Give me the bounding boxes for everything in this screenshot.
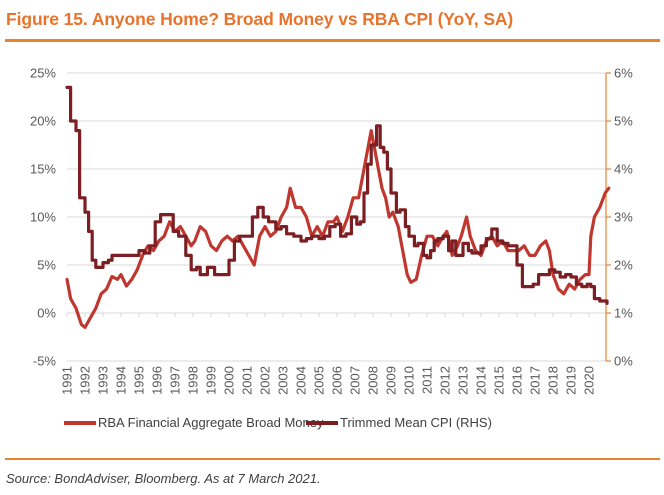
x-tick-label: 2013	[456, 366, 471, 395]
x-tick-label: 2010	[402, 366, 417, 395]
y-axis-left: -5% 0% 5% 10% 15% 20% 25%	[30, 66, 56, 369]
legend-item-cpi[interactable]: Trimmed Mean CPI (RHS)	[306, 415, 492, 430]
x-tick-label: 2018	[546, 366, 561, 395]
x-tick-label: 2003	[276, 366, 291, 395]
source-note: Source: BondAdviser, Bloomberg. As at 7 …	[6, 471, 321, 486]
line-chart: 1991 1992 1993 1994 1995 1996 1997 1998 1999 2000…	[30, 66, 633, 395]
x-tick-label: 1996	[150, 366, 165, 395]
source-divider	[5, 458, 660, 460]
x-tick-label: 2015	[492, 366, 507, 395]
x-tick-label: 2001	[240, 366, 255, 395]
y-tick-label: 20%	[30, 114, 56, 129]
x-tick-label: 2002	[258, 366, 273, 395]
x-tick-label: 2009	[384, 366, 399, 395]
y-tick-label: 25%	[30, 66, 56, 81]
x-tick-label: 2000	[222, 366, 237, 395]
x-tick-label: 1991	[60, 366, 75, 395]
series-line-broad-money	[65, 129, 611, 329]
y2-tick-label: 6%	[614, 66, 633, 81]
series-lines	[65, 85, 611, 329]
x-tick-label: 2008	[366, 366, 381, 395]
y2-tick-label: 3%	[614, 210, 633, 225]
x-tick-label: 2017	[528, 366, 543, 395]
legend-item-broad-money[interactable]: RBA Financial Aggregate Broad Money	[64, 415, 323, 430]
x-tick-label: 1994	[114, 366, 129, 395]
x-tick-label: 2014	[474, 366, 489, 395]
x-tick-label: 1998	[186, 366, 201, 395]
legend-swatch-broad-money	[64, 420, 96, 425]
y-tick-label: 5%	[37, 258, 56, 273]
y-axis-right: 0% 1% 2% 3% 4% 5% 6%	[605, 66, 633, 369]
y-tick-label: 0%	[37, 306, 56, 321]
y-tick-label: 15%	[30, 162, 56, 177]
y2-tick-label: 5%	[614, 114, 633, 129]
x-tick-label: 2005	[312, 366, 327, 395]
x-tick-label: 1997	[168, 366, 183, 395]
title-divider	[5, 39, 660, 42]
legend-label-cpi: Trimmed Mean CPI (RHS)	[340, 415, 492, 430]
x-tick-label: 2016	[510, 366, 525, 395]
figure-title: Figure 15. Anyone Home? Broad Money vs R…	[6, 9, 514, 29]
series-line-trimmed-mean-cpi	[65, 85, 609, 305]
y2-tick-label: 0%	[614, 354, 633, 369]
y2-tick-label: 4%	[614, 162, 633, 177]
y-tick-label: -5%	[33, 354, 57, 369]
x-tick-label: 2004	[294, 366, 309, 395]
y-tick-label: 10%	[30, 210, 56, 225]
x-tick-label: 1992	[78, 366, 93, 395]
x-tick-label: 2012	[438, 366, 453, 395]
y2-tick-label: 1%	[614, 306, 633, 321]
x-tick-label: 1993	[96, 366, 111, 395]
y2-tick-label: 2%	[614, 258, 633, 273]
x-tick-label: 2007	[348, 366, 363, 395]
x-tick-label: 2011	[420, 366, 435, 394]
legend-label-broad-money: RBA Financial Aggregate Broad Money	[98, 415, 324, 430]
x-tick-label: 2019	[564, 366, 579, 395]
x-tick-label: 2020	[582, 366, 597, 395]
legend-swatch-cpi	[306, 420, 338, 425]
chart-legend: RBA Financial Aggregate Broad Money Trim…	[0, 415, 664, 435]
x-axis: 1991 1992 1993 1994 1995 1996 1997 1998 1999 2000…	[60, 313, 597, 395]
x-tick-label: 1995	[132, 366, 147, 395]
x-tick-label: 2006	[330, 366, 345, 395]
x-tick-label: 1999	[204, 366, 219, 395]
